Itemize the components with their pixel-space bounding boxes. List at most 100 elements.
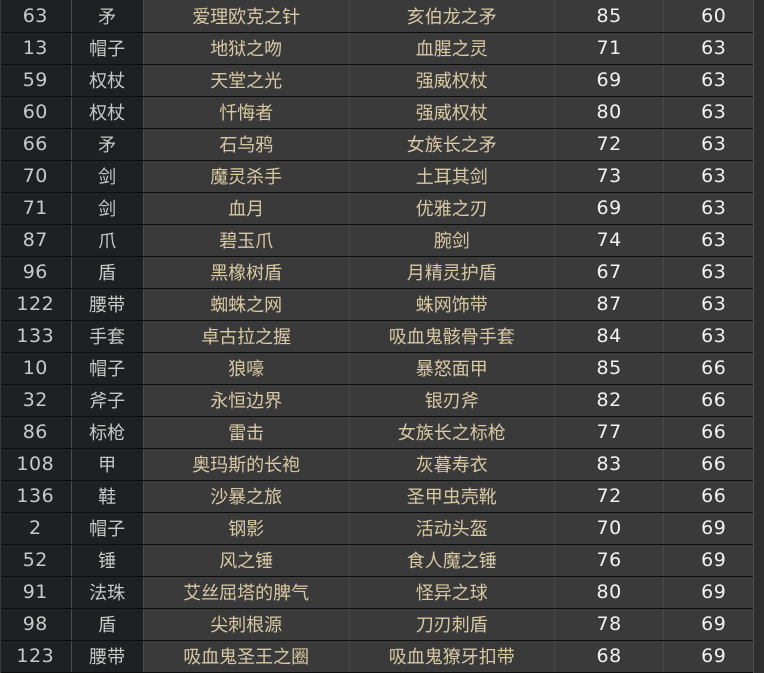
table-row[interactable]: 59 权杖 天堂之光 强威权杖 69 63 xyxy=(0,64,764,97)
cell-name: 沙暴之旅 xyxy=(143,480,350,513)
cell-type: 剑 xyxy=(71,192,144,225)
table-row[interactable]: 32 斧子 永恒边界 银刃斧 82 66 xyxy=(0,384,764,417)
table-left-edge xyxy=(0,0,1,673)
table-row[interactable]: 60 权杖 忏悔者 强威权杖 80 63 xyxy=(0,96,764,129)
cell-value1: 72 xyxy=(554,128,665,161)
table-row[interactable]: 86 标枪 雷击 女族长之标枪 77 66 xyxy=(0,416,764,449)
cell-alt-name: 血腥之灵 xyxy=(349,32,555,65)
table-row[interactable]: 66 矛石乌鸦 女族长之矛 72 63 xyxy=(0,128,764,161)
cell-type: 腰带 xyxy=(71,640,144,673)
cell-type: 帽子 xyxy=(71,32,144,65)
cell-value1: 67 xyxy=(554,256,665,289)
cell-value1: 73 xyxy=(554,160,665,193)
table-row[interactable]: 71 剑血月 优雅之刃 69 63 xyxy=(0,192,764,225)
cell-id: 10 xyxy=(0,352,72,385)
table-row[interactable]: 123 腰带 吸血鬼圣王之圈 吸血鬼獠牙扣带 68 69 xyxy=(0,640,764,673)
cell-name: 石乌鸦 xyxy=(143,128,350,161)
cell-alt-name: 活动头盔 xyxy=(349,512,555,545)
table-row[interactable]: 10 帽子 狼嚎 暴怒面甲 85 66 xyxy=(0,352,764,385)
table-row[interactable]: 136 鞋沙暴之旅 圣甲虫壳靴 72 66 xyxy=(0,480,764,513)
cell-value1: 84 xyxy=(554,320,665,353)
cell-type: 盾 xyxy=(71,608,144,641)
cell-id: 122 xyxy=(0,288,72,321)
cell-value1: 80 xyxy=(554,576,665,609)
cell-name: 永恒边界 xyxy=(143,384,350,417)
cell-value1: 69 xyxy=(554,192,665,225)
table-row[interactable]: 122 腰带 蜘蛛之网 蛛网饰带 87 63 xyxy=(0,288,764,321)
cell-value2: 69 xyxy=(663,544,764,577)
cell-alt-name: 灰暮寿衣 xyxy=(349,448,555,481)
cell-value1: 77 xyxy=(554,416,665,449)
cell-type: 帽子 xyxy=(71,512,144,545)
cell-type: 帽子 xyxy=(71,352,144,385)
cell-name: 艾丝屈塔的脾气 xyxy=(143,576,350,609)
cell-name: 碧玉爪 xyxy=(143,224,350,257)
table-row[interactable]: 91 法珠 艾丝屈塔的脾气 怪异之球 80 69 xyxy=(0,576,764,609)
cell-value2: 69 xyxy=(663,608,764,641)
cell-value1: 76 xyxy=(554,544,665,577)
table-row[interactable]: 133 手套 卓古拉之握 吸血鬼骸骨手套 84 63 xyxy=(0,320,764,353)
cell-id: 136 xyxy=(0,480,72,513)
table-row[interactable]: 2 帽子 钢影 活动头盔 70 69 xyxy=(0,512,764,545)
table-row[interactable]: 87 爪碧玉爪 腕剑 74 63 xyxy=(0,224,764,257)
cell-value2: 69 xyxy=(663,512,764,545)
cell-value1: 68 xyxy=(554,640,665,673)
cell-value2: 66 xyxy=(663,384,764,417)
cell-value1: 78 xyxy=(554,608,665,641)
cell-id: 63 xyxy=(0,0,72,33)
cell-value1: 82 xyxy=(554,384,665,417)
cell-id: 59 xyxy=(0,64,72,97)
table-row[interactable]: 63 矛爱理欧克之针 亥伯龙之矛 85 60 xyxy=(0,0,764,33)
cell-alt-name: 亥伯龙之矛 xyxy=(349,0,555,33)
cell-id: 70 xyxy=(0,160,72,193)
cell-name: 奥玛斯的长袍 xyxy=(143,448,350,481)
cell-value2: 63 xyxy=(663,256,764,289)
cell-value1: 70 xyxy=(554,512,665,545)
cell-id: 91 xyxy=(0,576,72,609)
cell-value1: 80 xyxy=(554,96,665,129)
cell-id: 60 xyxy=(0,96,72,129)
cell-type: 甲 xyxy=(71,448,144,481)
cell-value2: 69 xyxy=(663,640,764,673)
cell-value2: 66 xyxy=(663,448,764,481)
cell-value2: 63 xyxy=(663,128,764,161)
cell-type: 权杖 xyxy=(71,64,144,97)
cell-alt-name: 食人魔之锤 xyxy=(349,544,555,577)
cell-type: 盾 xyxy=(71,256,144,289)
cell-value1: 87 xyxy=(554,288,665,321)
cell-name: 天堂之光 xyxy=(143,64,350,97)
cell-id: 71 xyxy=(0,192,72,225)
cell-type: 手套 xyxy=(71,320,144,353)
cell-type: 剑 xyxy=(71,160,144,193)
cell-id: 32 xyxy=(0,384,72,417)
table-right-gutter xyxy=(753,0,764,673)
table-row[interactable]: 96 盾黑橡树盾 月精灵护盾 67 63 xyxy=(0,256,764,289)
cell-alt-name: 女族长之标枪 xyxy=(349,416,555,449)
table-row[interactable]: 52 锤风之锤 食人魔之锤 76 69 xyxy=(0,544,764,577)
cell-alt-name: 暴怒面甲 xyxy=(349,352,555,385)
cell-id: 2 xyxy=(0,512,72,545)
table-row[interactable]: 98 盾尖刺根源 刀刃刺盾 78 69 xyxy=(0,608,764,641)
cell-type: 矛 xyxy=(71,128,144,161)
cell-name: 爱理欧克之针 xyxy=(143,0,350,33)
cell-name: 风之锤 xyxy=(143,544,350,577)
table-row[interactable]: 13 帽子 地狱之吻 血腥之灵 71 63 xyxy=(0,32,764,65)
cell-id: 52 xyxy=(0,544,72,577)
cell-value2: 63 xyxy=(663,64,764,97)
cell-alt-name: 月精灵护盾 xyxy=(349,256,555,289)
table-row[interactable]: 70 剑魔灵杀手 土耳其剑 73 63 xyxy=(0,160,764,193)
table-row[interactable]: 108 甲奥玛斯的长袍 灰暮寿衣 83 66 xyxy=(0,448,764,481)
cell-alt-name: 吸血鬼獠牙扣带 xyxy=(349,640,555,673)
cell-name: 狼嚎 xyxy=(143,352,350,385)
cell-name: 忏悔者 xyxy=(143,96,350,129)
cell-type: 权杖 xyxy=(71,96,144,129)
cell-alt-name: 优雅之刃 xyxy=(349,192,555,225)
cell-name: 钢影 xyxy=(143,512,350,545)
cell-type: 法珠 xyxy=(71,576,144,609)
cell-id: 133 xyxy=(0,320,72,353)
cell-value2: 69 xyxy=(663,576,764,609)
cell-alt-name: 刀刃刺盾 xyxy=(349,608,555,641)
cell-alt-name: 银刃斧 xyxy=(349,384,555,417)
